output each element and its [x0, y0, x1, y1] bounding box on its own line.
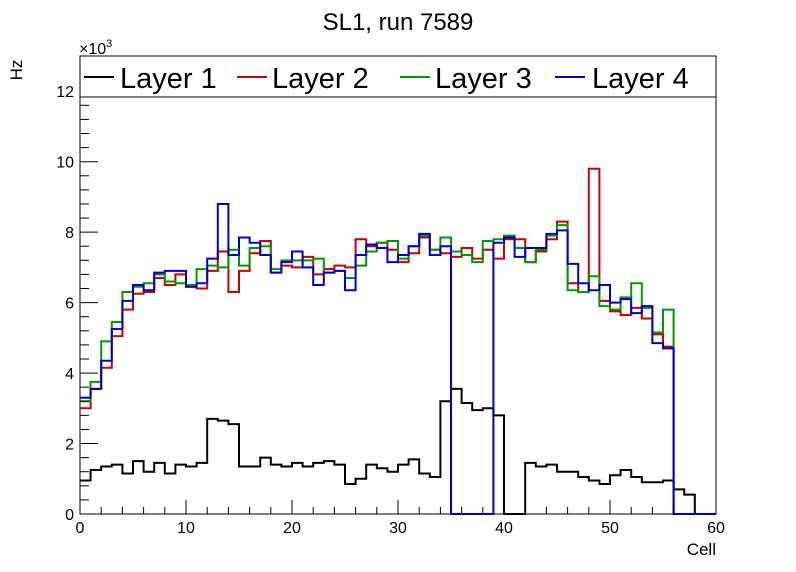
y-tick-label: 4: [65, 366, 74, 383]
y-tick-label: 6: [65, 296, 74, 313]
y-multiplier: ×103: [79, 38, 112, 58]
chart-title: SL1, run 7589: [323, 9, 474, 36]
x-axis-label: Cell: [687, 540, 716, 559]
series-line-layer-2: [80, 167, 716, 515]
x-tick-label: 10: [177, 520, 195, 537]
x-tick-label: 60: [707, 520, 725, 537]
legend-label-layer-4: Layer 4: [592, 63, 689, 95]
x-tick-label: 20: [283, 520, 301, 537]
x-tick-label: 30: [389, 520, 407, 537]
series-line-layer-1: [80, 387, 716, 515]
legend-box: [79, 55, 717, 98]
y-tick-label: 8: [65, 225, 74, 242]
x-tick-label: 40: [495, 520, 513, 537]
series-line-layer-4: [80, 202, 716, 515]
y-axis-label: Hz: [7, 60, 26, 81]
legend: Layer 1 Layer 2 Layer 3 Layer 4: [79, 55, 717, 98]
legend-label-layer-3: Layer 3: [435, 63, 532, 95]
y-tick-label: 10: [56, 155, 74, 172]
x-tick-label: 0: [76, 520, 85, 537]
series-group: [80, 167, 716, 515]
y-multiplier-base: ×10: [79, 41, 106, 58]
legend-label-layer-2: Layer 2: [272, 63, 369, 95]
y-multiplier-exponent: 3: [106, 38, 112, 50]
y-tick-label: 12: [56, 84, 74, 101]
legend-label-layer-1: Layer 1: [120, 63, 217, 95]
x-tick-label: 50: [601, 520, 619, 537]
axes: 0 10 20 30 40 50 60 0 2 4 6 8 10 12: [56, 62, 725, 537]
y-tick-label: 2: [65, 437, 74, 454]
y-tick-label: 0: [65, 507, 74, 524]
